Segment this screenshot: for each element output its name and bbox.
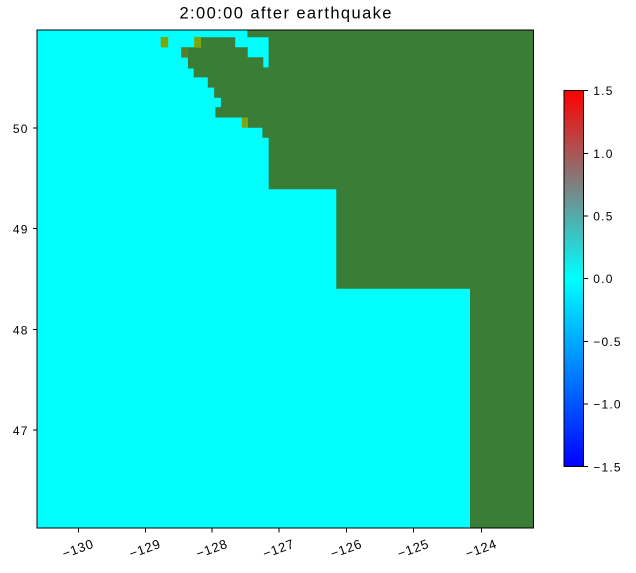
svg-text:48: 48: [13, 323, 29, 337]
svg-text:2:00:00 after earthquake: 2:00:00 after earthquake: [179, 5, 392, 23]
svg-text:49: 49: [13, 223, 29, 237]
svg-text:47: 47: [13, 424, 29, 438]
svg-text:1.5: 1.5: [593, 84, 613, 98]
svg-text:0.0: 0.0: [593, 272, 613, 286]
svg-text:0.5: 0.5: [593, 210, 613, 224]
svg-text:50: 50: [13, 122, 29, 136]
svg-text:−1.5: −1.5: [593, 460, 622, 474]
svg-text:−0.5: −0.5: [593, 335, 622, 349]
svg-text:−1.0: −1.0: [593, 398, 622, 412]
svg-text:1.0: 1.0: [593, 147, 613, 161]
